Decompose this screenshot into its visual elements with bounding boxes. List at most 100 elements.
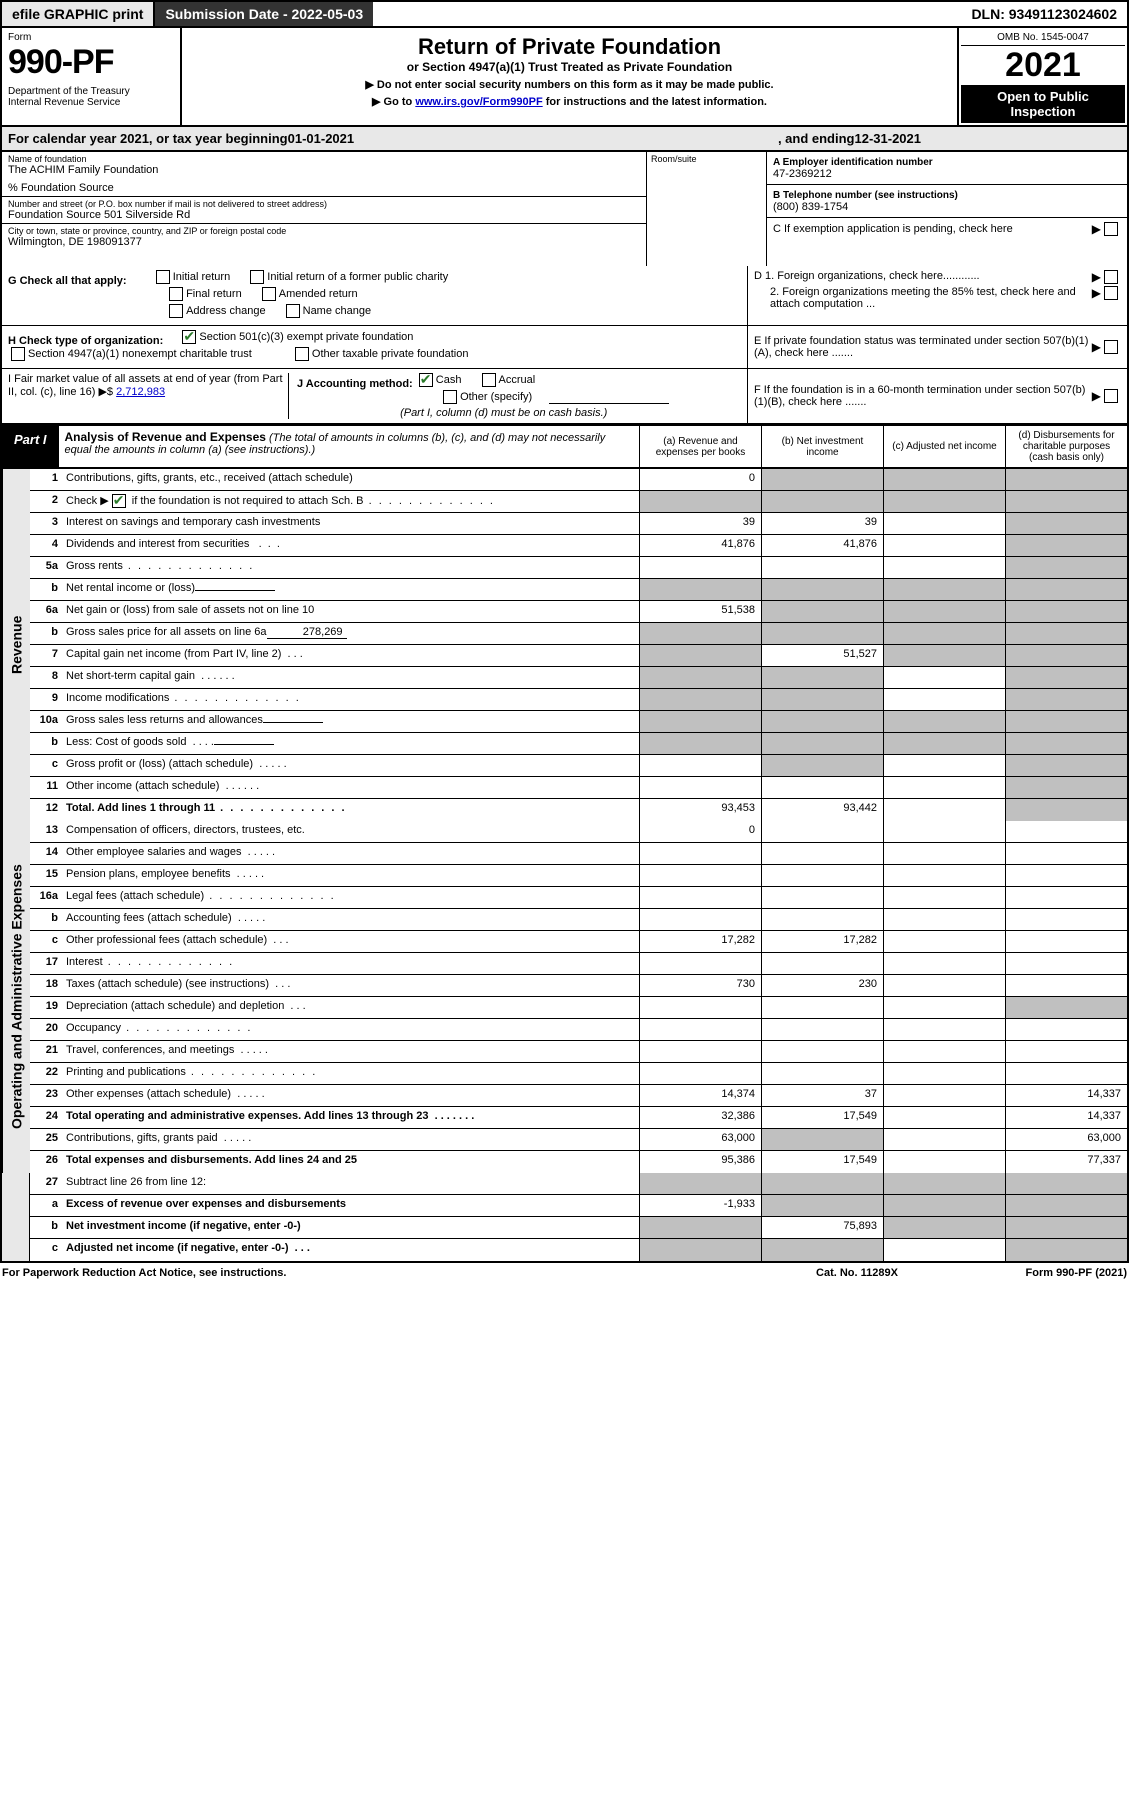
table-row: 10aGross sales less returns and allowanc…	[30, 711, 1127, 733]
cell-b	[761, 557, 883, 578]
cell-d	[1005, 711, 1127, 732]
other-taxable-checkbox[interactable]	[295, 347, 309, 361]
cell-a	[639, 1041, 761, 1062]
g-opt-0: Initial return	[173, 271, 230, 283]
d2-label: 2. Foreign organizations meeting the 85%…	[754, 286, 1092, 310]
cell-c	[883, 469, 1005, 490]
form-header: Form 990-PF Department of the Treasury I…	[0, 28, 1129, 127]
cell-b	[761, 909, 883, 930]
cell-c	[883, 909, 1005, 930]
form-subtitle: or Section 4947(a)(1) Trust Treated as P…	[190, 60, 949, 74]
line-desc: Check ▶ if the foundation is not require…	[62, 491, 639, 512]
j-label: J Accounting method:	[297, 378, 413, 390]
e-checkbox[interactable]	[1104, 340, 1118, 354]
cell-b	[761, 711, 883, 732]
g-opt-3: Amended return	[279, 288, 358, 300]
table-row: bNet rental income or (loss)	[30, 579, 1127, 601]
line-desc: Income modifications	[62, 689, 639, 710]
table-row: 15Pension plans, employee benefits . . .…	[30, 865, 1127, 887]
cell-a	[639, 667, 761, 688]
h-row: H Check type of organization: Section 50…	[0, 326, 1129, 369]
final-return-checkbox[interactable]	[169, 287, 183, 301]
other-method-checkbox[interactable]	[443, 390, 457, 404]
accrual-checkbox[interactable]	[482, 373, 496, 387]
c-checkbox[interactable]	[1104, 222, 1118, 236]
line-number: 9	[30, 689, 62, 710]
line-desc: Interest	[62, 953, 639, 974]
cell-c	[883, 865, 1005, 886]
table-row: 14Other employee salaries and wages . . …	[30, 843, 1127, 865]
cell-d	[1005, 469, 1127, 490]
f-checkbox[interactable]	[1104, 389, 1118, 403]
amended-return-checkbox[interactable]	[262, 287, 276, 301]
cell-c	[883, 667, 1005, 688]
initial-former-checkbox[interactable]	[250, 270, 264, 284]
h-opt-1: Section 501(c)(3) exempt private foundat…	[199, 331, 413, 343]
city-value: Wilmington, DE 198091377	[8, 236, 640, 248]
table-row: 7Capital gain net income (from Part IV, …	[30, 645, 1127, 667]
col-c-header: (c) Adjusted net income	[883, 426, 1005, 467]
form-title-block: Return of Private Foundation or Section …	[182, 28, 957, 125]
part1-title: Analysis of Revenue and Expenses	[65, 430, 266, 444]
cell-c	[883, 821, 1005, 842]
table-row: 22Printing and publications	[30, 1063, 1127, 1085]
d2-checkbox[interactable]	[1104, 286, 1118, 300]
cell-d: 14,337	[1005, 1107, 1127, 1128]
submission-date: Submission Date - 2022-05-03	[155, 2, 373, 26]
cell-a: 0	[639, 821, 761, 842]
line-number: a	[30, 1195, 62, 1216]
note-ssn: ▶ Do not enter social security numbers o…	[190, 78, 949, 91]
cell-c	[883, 579, 1005, 600]
col-d-header: (d) Disbursements for charitable purpose…	[1005, 426, 1127, 467]
cell-b	[761, 1019, 883, 1040]
initial-return-checkbox[interactable]	[156, 270, 170, 284]
cell-b: 17,549	[761, 1151, 883, 1173]
gross-sales-value: 278,269	[267, 626, 347, 639]
department-label: Department of the Treasury Internal Reve…	[8, 86, 174, 108]
cell-d	[1005, 887, 1127, 908]
form-title: Return of Private Foundation	[190, 34, 949, 60]
g-opt-4: Address change	[186, 305, 266, 317]
cell-a	[639, 755, 761, 776]
table-row: 1Contributions, gifts, grants, etc., rec…	[30, 469, 1127, 491]
e-label: E If private foundation status was termi…	[754, 335, 1092, 359]
cell-b	[761, 491, 883, 512]
sch-b-checkbox[interactable]	[112, 494, 126, 508]
line-number: 21	[30, 1041, 62, 1062]
cell-b	[761, 1239, 883, 1261]
table-row: 13Compensation of officers, directors, t…	[30, 821, 1127, 843]
dln-label: DLN: 93491123024602	[961, 2, 1127, 26]
instructions-link[interactable]: www.irs.gov/Form990PF	[415, 96, 542, 108]
cell-a	[639, 1239, 761, 1261]
cell-c	[883, 755, 1005, 776]
4947-checkbox[interactable]	[11, 347, 25, 361]
address-change-checkbox[interactable]	[169, 304, 183, 318]
line-number: c	[30, 931, 62, 952]
d1-checkbox[interactable]	[1104, 270, 1118, 284]
cell-a	[639, 645, 761, 666]
table-row: 18Taxes (attach schedule) (see instructi…	[30, 975, 1127, 997]
fair-market-value-link[interactable]: 2,712,983	[116, 386, 165, 398]
line-number: 1	[30, 469, 62, 490]
city-label: City or town, state or province, country…	[8, 226, 640, 236]
col-a-header: (a) Revenue and expenses per books	[639, 426, 761, 467]
table-row: cGross profit or (loss) (attach schedule…	[30, 755, 1127, 777]
cell-a	[639, 557, 761, 578]
line-number: b	[30, 623, 62, 644]
line-number: 11	[30, 777, 62, 798]
cell-a	[639, 689, 761, 710]
501c3-checkbox[interactable]	[182, 330, 196, 344]
table-row: 9Income modifications	[30, 689, 1127, 711]
cell-c	[883, 887, 1005, 908]
cell-d	[1005, 1041, 1127, 1062]
line-number: c	[30, 755, 62, 776]
efile-print-button[interactable]: efile GRAPHIC print	[2, 2, 155, 26]
table-row: 25Contributions, gifts, grants paid . . …	[30, 1129, 1127, 1151]
name-change-checkbox[interactable]	[286, 304, 300, 318]
cal-begin: 01-01-2021	[288, 131, 355, 146]
cell-b	[761, 821, 883, 842]
line-desc: Net investment income (if negative, ente…	[62, 1217, 639, 1238]
cash-checkbox[interactable]	[419, 373, 433, 387]
revenue-side-label: Revenue	[2, 469, 30, 821]
line-desc: Total. Add lines 1 through 11	[62, 799, 639, 821]
